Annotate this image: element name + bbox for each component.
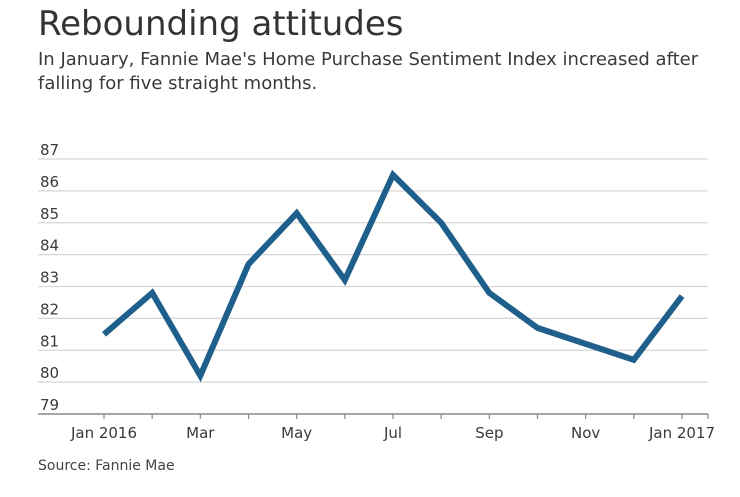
axes <box>38 413 709 419</box>
chart-subtitle: In January, Fannie Mae's Home Purchase S… <box>38 49 699 94</box>
y-tick-label-86: 86 <box>40 173 59 191</box>
y-tick-label-80: 80 <box>40 364 59 382</box>
y-tick-label-83: 83 <box>40 269 59 287</box>
x-tick-label-12: Jan 2017 <box>648 424 715 442</box>
series <box>102 169 685 383</box>
y-tick-label-81: 81 <box>40 332 59 350</box>
x-tick-label-6: Jul <box>383 424 402 442</box>
y-tick-labels: 79 80 81 82 83 84 85 86 87 <box>40 141 59 414</box>
series-line-0 <box>102 169 685 383</box>
chart-title: Rebounding attitudes <box>38 4 404 44</box>
y-tick-label-82: 82 <box>40 300 59 318</box>
source-note: Source: Fannie Mae <box>38 458 175 474</box>
x-tick-label-4: May <box>281 424 312 442</box>
x-tick-label-8: Sep <box>475 424 503 442</box>
x-tick-label-2: Mar <box>186 424 215 442</box>
y-tick-label-87: 87 <box>40 141 59 159</box>
gridlines <box>38 158 708 383</box>
y-tick-label-79: 79 <box>40 396 59 414</box>
y-tick-label-84: 84 <box>40 237 59 255</box>
y-tick-label-85: 85 <box>40 205 59 223</box>
x-tick-label-0: Jan 2016 <box>70 424 137 442</box>
x-tick-labels: Jan 2016 Mar May Jul Sep Nov Jan 2017 <box>70 424 715 442</box>
x-tick-label-10: Nov <box>571 424 600 442</box>
